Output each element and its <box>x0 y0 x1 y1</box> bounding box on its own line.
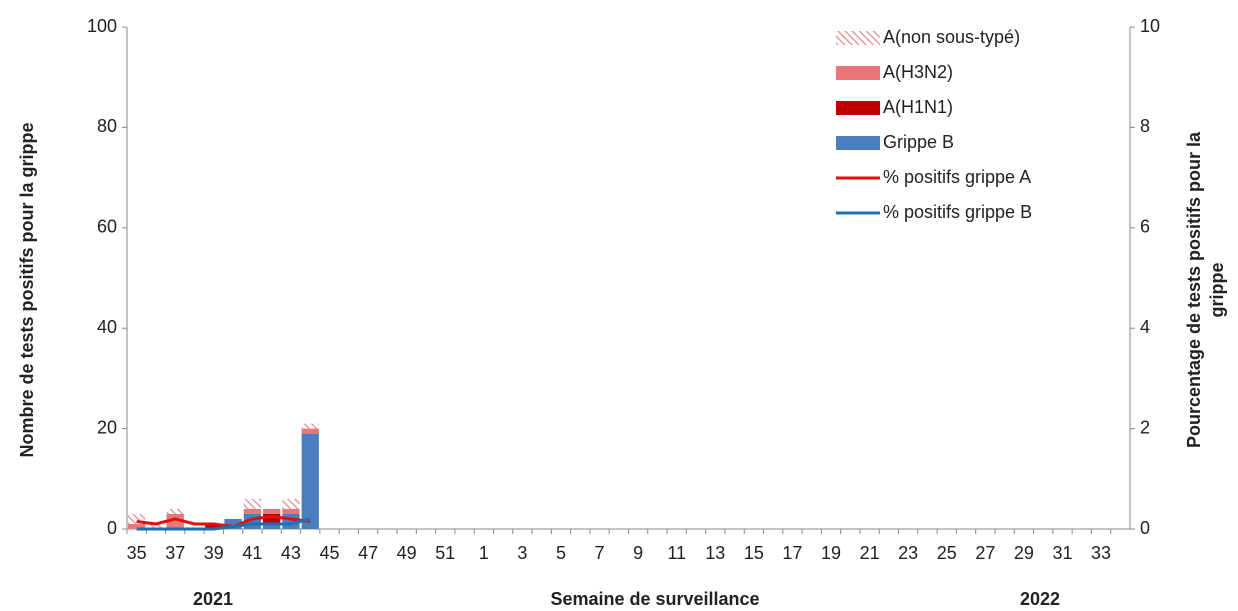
legend-label: Grippe B <box>883 132 954 152</box>
x-tick-label: 17 <box>782 543 802 563</box>
y-tick-label: 100 <box>87 16 117 36</box>
legend-swatch <box>836 31 880 45</box>
bar-segment <box>282 498 300 509</box>
bar-segment <box>166 508 184 514</box>
x-tick-label: 35 <box>127 543 147 563</box>
legend-swatch <box>836 101 880 115</box>
x-tick-label: 33 <box>1091 543 1111 563</box>
y-tick-label: 20 <box>97 417 117 437</box>
x-tick-label: 11 <box>667 543 686 563</box>
x-tick-label: 45 <box>320 543 340 563</box>
bar-segment <box>224 518 242 529</box>
bar-segment <box>263 513 281 524</box>
y-axis-title: Nombre de tests positifs pour la grippe <box>17 122 37 457</box>
x-tick-label: 5 <box>556 543 566 563</box>
x-tick-label: 1 <box>479 543 489 563</box>
bar-segment <box>282 508 300 514</box>
x-axis-title: Semaine de surveillance <box>550 589 759 609</box>
line-series <box>136 514 311 529</box>
x-tick-label: 51 <box>435 543 455 563</box>
y2-tick-label: 8 <box>1140 116 1150 136</box>
legend-swatch <box>836 66 880 80</box>
x-tick-label: 27 <box>975 543 995 563</box>
year-label: 2022 <box>1020 589 1060 609</box>
bar-segment <box>243 508 262 514</box>
legend-label: % positifs grippe B <box>883 202 1032 222</box>
x-tick-label: 21 <box>860 543 880 563</box>
bar-segment <box>301 428 319 434</box>
x-tick-label: 25 <box>937 543 957 563</box>
bar-segment <box>166 513 184 529</box>
x-tick-label: 3 <box>517 543 527 563</box>
legend-label: A(non sous-typé) <box>883 27 1020 47</box>
y-tick-label: 40 <box>97 317 117 337</box>
x-tick-label: 19 <box>821 543 841 563</box>
x-tick-label: 29 <box>1014 543 1034 563</box>
bar-segment <box>243 498 262 509</box>
year-label: 2021 <box>193 589 233 609</box>
bar-segment <box>128 513 146 524</box>
x-tick-label: 7 <box>595 543 605 563</box>
y2-tick-label: 4 <box>1140 317 1150 337</box>
legend-label: A(H3N2) <box>883 62 953 82</box>
y-tick-label: 60 <box>97 217 117 237</box>
bar-segment <box>147 523 165 529</box>
bar-segment <box>263 523 281 529</box>
bar-segment <box>205 523 223 529</box>
x-tick-label: 31 <box>1052 543 1072 563</box>
bar-segment <box>301 433 319 529</box>
x-tick-label: 39 <box>204 543 224 563</box>
bar-segment <box>263 508 281 514</box>
x-tick-label: 47 <box>358 543 378 563</box>
bar-segment <box>301 423 319 429</box>
y2-tick-label: 2 <box>1140 417 1150 437</box>
legend-swatch <box>836 136 880 150</box>
y-tick-label: 0 <box>107 518 117 538</box>
x-tick-label: 9 <box>633 543 643 563</box>
x-tick-label: 13 <box>705 543 725 563</box>
y2-tick-label: 0 <box>1140 518 1150 538</box>
x-tick-label: 15 <box>744 543 764 563</box>
x-tick-label: 43 <box>281 543 301 563</box>
bar-segment <box>128 523 146 529</box>
x-tick-label: 23 <box>898 543 918 563</box>
y2-axis-title: Pourcentage de tests positifs pour la gri… <box>1184 131 1227 448</box>
y-tick-label: 80 <box>97 116 117 136</box>
y2-tick-label: 10 <box>1140 16 1160 36</box>
line-series <box>136 517 311 531</box>
legend-label: A(H1N1) <box>883 97 953 117</box>
legend-label: % positifs grippe A <box>883 167 1031 187</box>
x-tick-label: 37 <box>165 543 185 563</box>
x-tick-label: 41 <box>242 543 262 563</box>
x-tick-label: 49 <box>397 543 417 563</box>
y2-tick-label: 6 <box>1140 217 1150 237</box>
